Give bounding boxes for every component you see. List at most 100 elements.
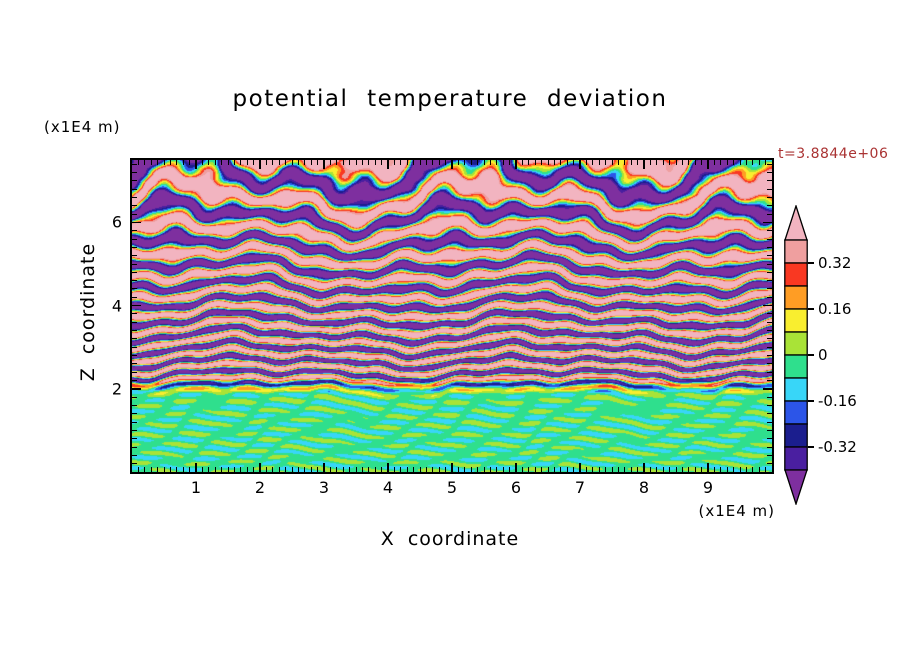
axis-tick	[767, 296, 772, 298]
axis-tick	[208, 160, 210, 165]
axis-tick	[132, 454, 137, 456]
x-tick-label: 2	[254, 478, 266, 497]
axis-tick	[547, 160, 549, 165]
axis-tick	[355, 160, 357, 165]
axis-tick	[406, 467, 408, 472]
axis-tick	[221, 160, 223, 165]
axis-tick	[624, 160, 626, 165]
axis-tick	[767, 463, 772, 465]
axis-tick	[304, 160, 306, 165]
axis-tick	[630, 467, 632, 472]
colorbar-segment	[784, 354, 808, 379]
axis-tick	[132, 355, 137, 357]
axis-tick	[240, 467, 242, 472]
axis-tick	[132, 338, 137, 340]
axis-tick	[265, 467, 267, 472]
axis-tick	[767, 321, 772, 323]
axis-tick	[221, 467, 223, 472]
axis-tick	[720, 160, 722, 165]
axis-tick	[374, 160, 376, 165]
axis-tick	[767, 213, 772, 215]
axis-tick	[195, 463, 197, 472]
axis-tick	[132, 388, 141, 390]
axis-tick	[713, 160, 715, 165]
axis-tick	[579, 160, 581, 169]
axis-tick	[368, 467, 370, 472]
axis-tick	[496, 467, 498, 472]
axis-tick	[137, 160, 139, 165]
x-tick-label: 6	[510, 478, 522, 497]
axis-tick	[758, 160, 760, 165]
axis-tick	[579, 463, 581, 472]
axis-tick	[767, 180, 772, 182]
axis-tick	[752, 467, 754, 472]
axis-tick	[265, 160, 267, 165]
axis-tick	[767, 404, 772, 406]
axis-tick	[483, 467, 485, 472]
axis-tick	[132, 271, 137, 273]
axis-tick	[132, 246, 137, 248]
axis-tick	[745, 160, 747, 165]
axis-tick	[763, 221, 772, 224]
axis-tick	[132, 238, 137, 240]
axis-tick	[272, 160, 274, 165]
axis-tick	[767, 263, 772, 265]
axis-tick	[767, 271, 772, 273]
axis-tick	[285, 160, 287, 165]
axis-tick	[132, 429, 137, 431]
axis-tick	[726, 160, 728, 165]
axis-tick	[767, 288, 772, 290]
axis-tick	[157, 160, 159, 165]
axis-tick	[752, 160, 754, 165]
axis-tick	[176, 160, 178, 165]
axis-tick	[132, 280, 137, 282]
axis-tick	[553, 160, 555, 165]
axis-tick	[470, 467, 472, 472]
axis-tick	[767, 438, 772, 440]
axis-tick	[132, 296, 137, 298]
axis-tick	[707, 160, 709, 169]
colorbar-tick	[808, 400, 814, 402]
axis-tick	[132, 304, 141, 307]
axis-tick	[189, 160, 191, 165]
colorbar-segment	[784, 423, 808, 448]
axis-tick	[438, 160, 440, 165]
axis-tick	[541, 467, 543, 472]
axis-tick	[457, 160, 459, 165]
contour-plot-area	[130, 158, 774, 474]
axis-tick	[342, 467, 344, 472]
axis-tick	[483, 160, 485, 165]
axis-tick	[509, 160, 511, 165]
axis-tick	[688, 160, 690, 165]
axis-tick	[259, 160, 261, 169]
axis-tick	[310, 160, 312, 165]
colorbar-tick-label: -0.16	[818, 392, 857, 410]
colorbar-tick-label: -0.32	[818, 438, 857, 456]
axis-tick	[675, 160, 677, 165]
axis-tick	[611, 160, 613, 165]
axis-tick	[132, 196, 137, 198]
axis-tick	[132, 363, 137, 365]
axis-tick	[560, 160, 562, 165]
axis-tick	[419, 467, 421, 472]
axis-tick	[605, 467, 607, 472]
axis-tick	[342, 160, 344, 165]
axis-tick	[515, 160, 517, 169]
colorbar-tick-label: 0.16	[818, 300, 852, 318]
axis-tick	[132, 396, 137, 398]
axis-tick	[233, 467, 235, 472]
x-axis-units-label: (x1E4 m)	[698, 502, 775, 520]
axis-tick	[767, 330, 772, 332]
x-tick-label: 9	[702, 478, 714, 497]
colorbar-arrow	[784, 205, 808, 241]
axis-tick	[656, 160, 658, 165]
axis-tick	[767, 454, 772, 456]
axis-tick	[246, 467, 248, 472]
axis-tick	[291, 160, 293, 165]
axis-tick	[406, 160, 408, 165]
axis-tick	[585, 160, 587, 165]
axis-tick	[457, 467, 459, 472]
axis-tick	[470, 160, 472, 165]
axis-tick	[767, 163, 772, 165]
